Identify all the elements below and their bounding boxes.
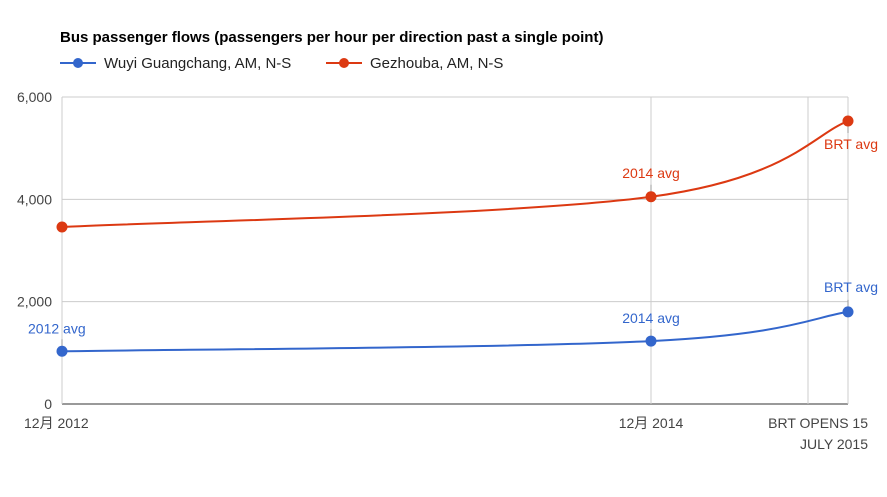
annotation-label-0-0: 2012 avg [28,320,86,336]
data-point-0-2 [842,306,854,318]
series-line-0 [61,310,849,353]
legend-marker-wuyi [73,58,83,68]
y-tick-label-2: 4,000 [17,191,52,207]
legend[interactable]: Wuyi Guangchang, AM, N-S Gezhouba, AM, N… [60,55,503,72]
y-tick-label-1: 2,000 [17,294,52,310]
legend-item-wuyi[interactable]: Wuyi Guangchang, AM, N-S [60,55,291,72]
legend-marker-gezhouba [339,58,349,68]
data-point-1-0 [56,221,68,233]
y-tick-label-3: 6,000 [17,89,52,105]
series-line-1 [61,120,849,228]
annotation-label-1-1: 2014 avg [622,165,680,181]
x-tick-label-2-1: JULY 2015 [800,436,868,452]
data-point-0-1 [645,335,657,347]
legend-label-gezhouba: Gezhouba, AM, N-S [370,55,503,72]
x-tick-label-0-0: 12月 2012 [24,415,89,431]
data-point-0-0 [56,345,68,357]
x-tick-label-1-0: 12月 2014 [619,415,684,431]
y-tick-label-0: 0 [44,396,52,412]
annotation-label-1-2: BRT avg [824,136,878,152]
chart-title: Bus passenger flows (passengers per hour… [60,29,603,46]
plot-area: 0 2,000 4,000 6,000 12月 2012 12月 2014 BRT OPEN… [17,89,878,452]
annotation-label-0-2: BRT avg [824,279,878,295]
data-point-1-1 [645,191,657,203]
annotation-label-0-1: 2014 avg [622,310,680,326]
data-point-1-2 [842,115,854,127]
legend-item-gezhouba[interactable]: Gezhouba, AM, N-S [326,55,503,72]
legend-label-wuyi: Wuyi Guangchang, AM, N-S [104,55,291,72]
x-tick-label-2-0: BRT OPENS 15 [768,415,868,431]
